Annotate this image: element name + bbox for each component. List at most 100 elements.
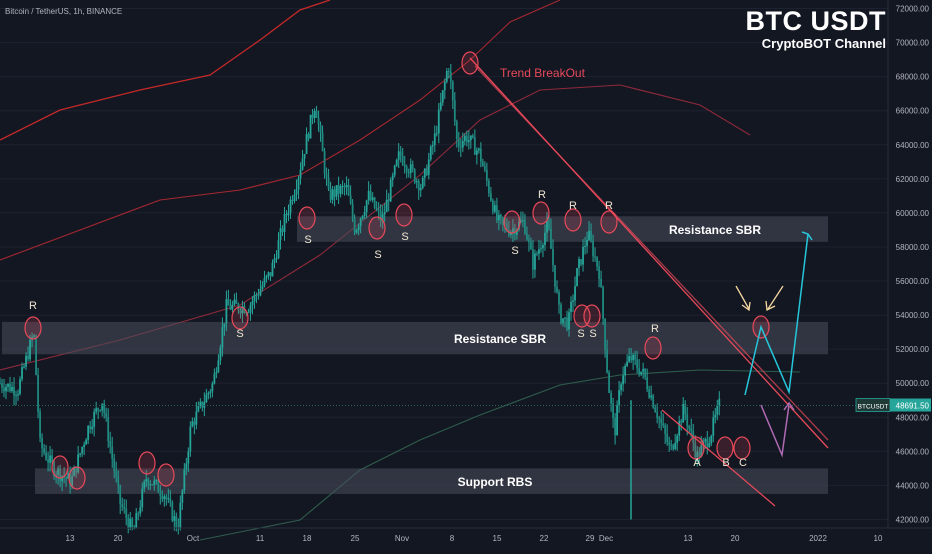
candle (35, 335, 37, 375)
candles (0, 63, 721, 535)
candle (9, 383, 11, 392)
candle (61, 476, 64, 482)
candle (163, 496, 166, 500)
candle (546, 220, 548, 233)
candle (273, 258, 276, 263)
candle (39, 411, 41, 438)
candle (477, 148, 480, 151)
candle (666, 433, 669, 443)
candle (534, 253, 536, 270)
time-tick-label: Dec (599, 534, 613, 543)
price-tick-label: 54000.00 (896, 311, 930, 320)
time-tick-label: 13 (66, 534, 75, 543)
candle (431, 145, 434, 147)
brand-block: BTC USDT CryptoBOT Channel (746, 6, 887, 52)
projection-arrows (735, 231, 813, 458)
candle (33, 335, 35, 337)
candle (598, 266, 600, 279)
candle (127, 517, 130, 529)
candle (610, 392, 612, 404)
candle (213, 373, 216, 384)
candle (259, 289, 262, 296)
candle (0, 383, 1, 385)
projection-up (744, 233, 809, 396)
candle (664, 425, 667, 434)
candle (297, 178, 300, 190)
candle (367, 190, 370, 201)
candle (503, 222, 506, 224)
candle (712, 417, 715, 436)
candle (5, 386, 7, 392)
candle (421, 177, 424, 188)
swing-marker (138, 451, 156, 475)
candle (493, 205, 496, 212)
pointer-arrow (735, 285, 750, 310)
swing-label: R (651, 323, 659, 335)
zone-label: Support RBS (458, 475, 533, 489)
trend-breakout-label: Trend BreakOut (500, 66, 586, 80)
candle (425, 168, 428, 175)
candle (115, 471, 118, 477)
candle (451, 81, 454, 101)
candle (233, 299, 236, 305)
candle (638, 368, 641, 375)
candle (435, 133, 438, 135)
price-tick-label: 70000.00 (896, 39, 930, 48)
candle (219, 347, 222, 361)
candle (461, 140, 464, 148)
candle (616, 405, 618, 436)
swing-label: R (569, 200, 577, 212)
candle (13, 386, 15, 396)
candle (211, 383, 214, 392)
price-tick-label: 64000.00 (896, 141, 930, 150)
price-tick-label: 44000.00 (896, 481, 930, 490)
candle (582, 246, 584, 265)
candle (373, 197, 376, 208)
candle (596, 257, 598, 267)
candle (636, 359, 639, 369)
candle (25, 355, 27, 367)
price-tick-label: 46000.00 (896, 447, 930, 456)
candle (185, 463, 188, 470)
candle (295, 189, 298, 195)
candle (167, 498, 170, 500)
candle (17, 393, 19, 396)
candle (149, 484, 152, 486)
candle (261, 285, 264, 290)
candle (584, 245, 586, 247)
candle (91, 426, 94, 430)
price-axis: 42000.00 44000.00 46000.00 48000.00 50000.00… (0, 0, 931, 528)
candle (29, 339, 31, 360)
swing-marker (461, 51, 479, 75)
candle (600, 278, 602, 288)
symbol-line: Bitcoin / TetherUS, 1h, BINANCE (5, 7, 123, 16)
swing-marker (368, 216, 386, 240)
candle (87, 425, 90, 440)
candle (15, 395, 17, 397)
candle (47, 459, 49, 463)
ma-line (0, 0, 331, 141)
candle (291, 199, 294, 201)
swing-marker (68, 466, 86, 490)
candle (277, 240, 280, 259)
price-tick-label: 56000.00 (896, 277, 930, 286)
candle (165, 496, 168, 500)
candle (309, 114, 312, 139)
candle (540, 248, 542, 250)
candle (7, 383, 9, 387)
candle (487, 180, 490, 194)
candle (620, 384, 623, 391)
candle (99, 409, 102, 411)
time-tick-label: 2022 (809, 534, 827, 543)
candle (694, 443, 697, 458)
candle (379, 210, 382, 222)
candle (465, 135, 468, 143)
candle (41, 437, 43, 449)
candle (137, 513, 140, 515)
candle (624, 365, 627, 376)
candle (690, 428, 693, 432)
swing-marker (24, 316, 42, 340)
candle (235, 299, 238, 304)
